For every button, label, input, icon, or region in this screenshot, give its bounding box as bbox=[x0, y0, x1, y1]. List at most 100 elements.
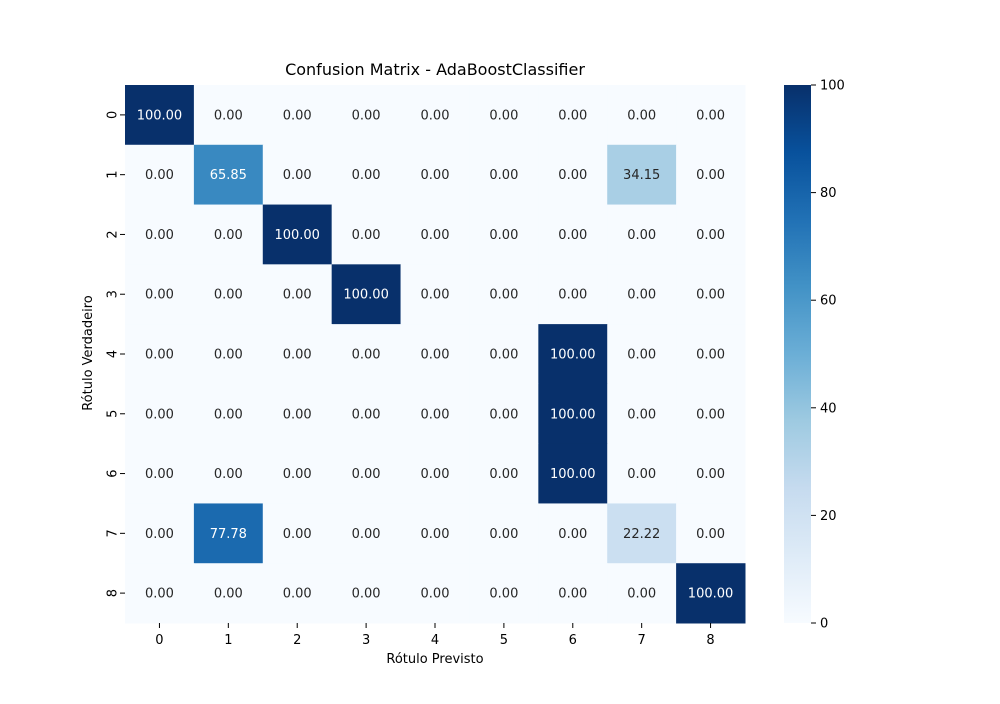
y-tick-label: 4 bbox=[106, 350, 121, 358]
y-tick-label: 3 bbox=[106, 290, 121, 298]
heatmap-cell bbox=[331, 563, 402, 624]
heatmap-cell bbox=[262, 563, 333, 624]
heatmap-cell-labels: 100.00 0.00 0.00 0.00 0.00 0.00 0.00 0.00 0.00 0.… bbox=[137, 108, 734, 601]
cell-value-label: 0.00 bbox=[145, 407, 174, 422]
heatmap-cell bbox=[125, 443, 195, 504]
heatmap-cell bbox=[125, 383, 195, 445]
heatmap-cell bbox=[469, 85, 539, 146]
heatmap-cell bbox=[538, 324, 608, 385]
cell-value-label: 0.00 bbox=[145, 168, 174, 183]
cell-value-label: 0.00 bbox=[145, 587, 174, 602]
colorbar-tick-label: 60 bbox=[820, 294, 837, 309]
heatmap-cell bbox=[400, 264, 470, 325]
heatmap-cell bbox=[538, 144, 608, 206]
cell-value-label: 0.00 bbox=[489, 108, 518, 123]
cell-value-label: 0.00 bbox=[558, 587, 587, 602]
x-tick-label: 0 bbox=[155, 633, 163, 648]
cell-value-label: 0.00 bbox=[421, 407, 450, 422]
cell-value-label: 34.15 bbox=[623, 168, 660, 183]
heatmap-cell bbox=[400, 204, 470, 265]
colorbar-ticks: 0 20 40 60 80 100 bbox=[811, 79, 845, 632]
heatmap-cell bbox=[676, 264, 746, 325]
heatmap-cell bbox=[469, 324, 539, 385]
heatmap-cells bbox=[125, 85, 746, 624]
x-tick-label: 4 bbox=[431, 633, 439, 648]
y-tick-label: 8 bbox=[106, 589, 121, 597]
heatmap-cell bbox=[607, 85, 677, 146]
cell-value-label: 0.00 bbox=[421, 467, 450, 482]
heatmap-cell bbox=[538, 563, 608, 624]
heatmap-cell bbox=[331, 383, 402, 445]
heatmap-cell bbox=[400, 383, 470, 445]
cell-value-label: 0.00 bbox=[696, 228, 725, 243]
cell-value-label: 0.00 bbox=[558, 527, 587, 542]
y-tick-label: 0 bbox=[106, 111, 121, 119]
heatmap-cell bbox=[538, 204, 608, 265]
heatmap-cell bbox=[676, 443, 746, 504]
cell-value-label: 0.00 bbox=[421, 228, 450, 243]
heatmap-cell bbox=[676, 324, 746, 385]
cell-value-label: 0.00 bbox=[696, 527, 725, 542]
heatmap-cell bbox=[193, 204, 264, 265]
cell-value-label: 0.00 bbox=[558, 228, 587, 243]
heatmap-cell bbox=[193, 563, 264, 624]
colorbar: 0 20 40 60 80 100 bbox=[784, 79, 845, 632]
cell-value-label: 0.00 bbox=[627, 348, 656, 363]
heatmap-cell bbox=[538, 264, 608, 325]
heatmap-cell bbox=[262, 144, 333, 206]
heatmap-cell bbox=[331, 264, 402, 325]
cell-value-label: 0.00 bbox=[627, 108, 656, 123]
colorbar-tick-label: 80 bbox=[820, 186, 837, 201]
cell-value-label: 0.00 bbox=[352, 467, 381, 482]
y-tick-label: 2 bbox=[106, 230, 121, 238]
heatmap-cell bbox=[262, 503, 333, 564]
heatmap-cell bbox=[262, 324, 333, 385]
heatmap-cell bbox=[676, 383, 746, 445]
x-axis: 0 1 2 3 4 5 6 7 8 bbox=[155, 623, 715, 648]
cell-value-label: 0.00 bbox=[421, 288, 450, 303]
heatmap-cell bbox=[469, 563, 539, 624]
cell-value-label: 0.00 bbox=[145, 348, 174, 363]
heatmap-cell bbox=[607, 324, 677, 385]
heatmap-cell bbox=[262, 204, 333, 265]
heatmap-cell bbox=[400, 85, 470, 146]
heatmap-cell bbox=[125, 204, 195, 265]
cell-value-label: 0.00 bbox=[283, 407, 312, 422]
x-tick-label: 7 bbox=[638, 633, 646, 648]
cell-value-label: 100.00 bbox=[550, 467, 596, 482]
heatmap-cell bbox=[469, 204, 539, 265]
cell-value-label: 0.00 bbox=[352, 407, 381, 422]
cell-value-label: 0.00 bbox=[214, 467, 243, 482]
cell-value-label: 0.00 bbox=[489, 587, 518, 602]
cell-value-label: 0.00 bbox=[421, 108, 450, 123]
cell-value-label: 77.78 bbox=[210, 527, 247, 542]
heatmap-cell bbox=[262, 85, 333, 146]
heatmap-cell bbox=[125, 85, 195, 146]
cell-value-label: 0.00 bbox=[489, 168, 518, 183]
cell-value-label: 0.00 bbox=[283, 467, 312, 482]
x-tick-label: 2 bbox=[293, 633, 301, 648]
cell-value-label: 100.00 bbox=[343, 288, 389, 303]
cell-value-label: 0.00 bbox=[283, 348, 312, 363]
cell-value-label: 0.00 bbox=[352, 108, 381, 123]
x-axis-label: Rótulo Previsto bbox=[386, 652, 483, 667]
heatmap-cell bbox=[676, 144, 746, 206]
heatmap-cell bbox=[607, 443, 677, 504]
heatmap-cell bbox=[193, 324, 264, 385]
cell-value-label: 0.00 bbox=[145, 527, 174, 542]
heatmap-cell bbox=[676, 563, 746, 624]
heatmap-cell bbox=[331, 204, 402, 265]
heatmap-cell bbox=[469, 503, 539, 564]
heatmap-cell bbox=[262, 443, 333, 504]
heatmap-cell bbox=[607, 144, 677, 206]
cell-value-label: 0.00 bbox=[627, 288, 656, 303]
cell-value-label: 0.00 bbox=[627, 407, 656, 422]
cell-value-label: 0.00 bbox=[352, 527, 381, 542]
heatmap-cell bbox=[607, 503, 677, 564]
x-tick-label: 5 bbox=[500, 633, 508, 648]
y-axis: 0 1 2 3 4 5 6 7 8 bbox=[106, 111, 125, 597]
cell-value-label: 0.00 bbox=[558, 108, 587, 123]
heatmap-cell bbox=[538, 443, 608, 504]
cell-value-label: 0.00 bbox=[489, 527, 518, 542]
